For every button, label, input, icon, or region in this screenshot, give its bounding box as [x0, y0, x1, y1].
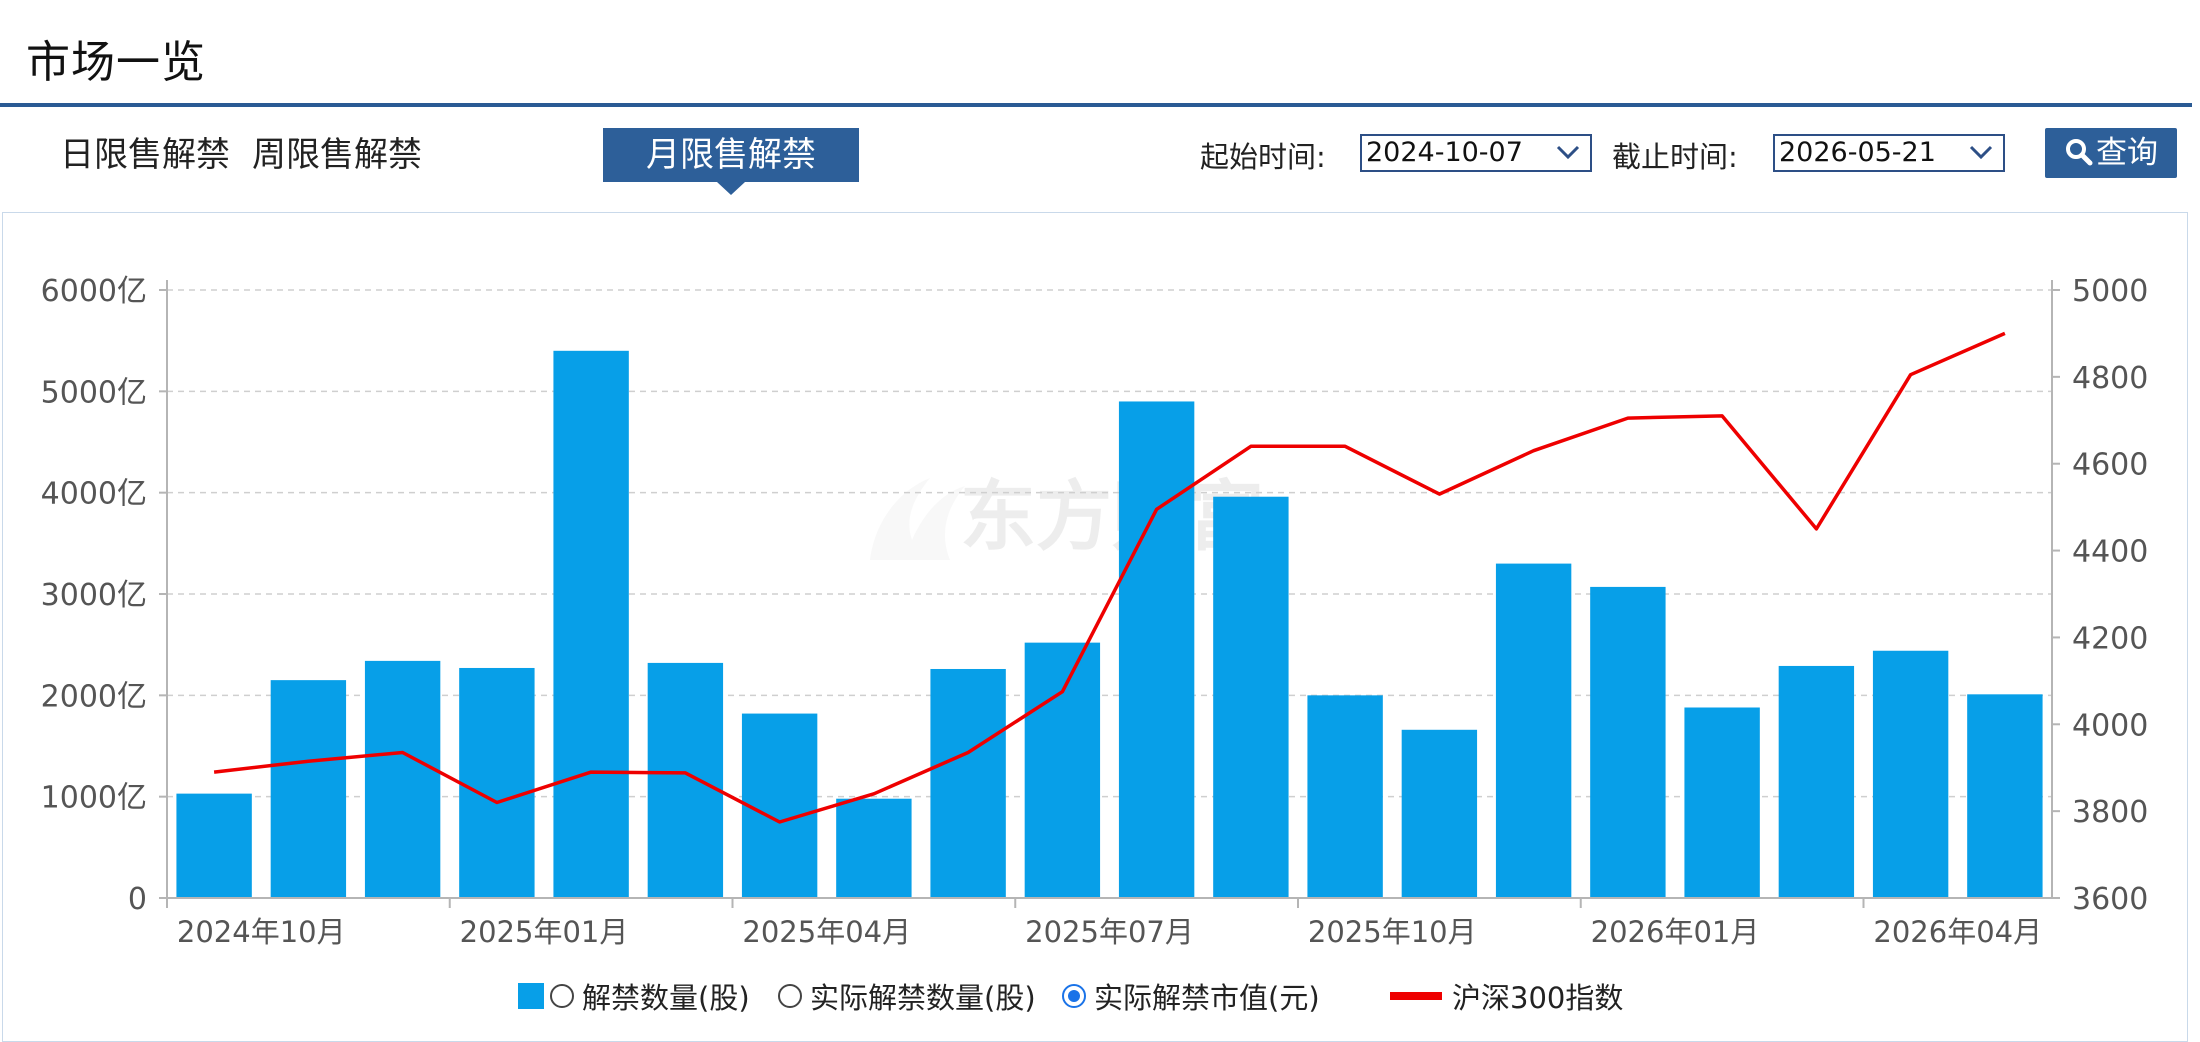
search-icon [2066, 139, 2093, 166]
x-tick-label: 2025年04月 [742, 915, 911, 949]
start-date-value: 2024-10-07 [1366, 137, 1523, 168]
right-tick-label: 4200 [2072, 621, 2148, 656]
bar[interactable] [1872, 650, 1949, 898]
start-date-select[interactable]: 2024-10-07 [1360, 134, 1592, 172]
active-tab-caret-icon [717, 182, 745, 195]
axes: 0 1000亿 2000亿 3000亿 4000亿 5000亿 6000亿 3600 3800 4… [41, 274, 2149, 949]
legend-bar-swatch [518, 983, 544, 1009]
chart-legend: 解禁数量(股) 实际解禁数量(股) 实际解禁市值(元) 沪深300指数 [0, 975, 2200, 1015]
bar[interactable] [1118, 401, 1195, 898]
watermark: 东方财富 [870, 472, 1264, 561]
chevron-down-icon [1556, 145, 1580, 160]
left-tick-label: 1000亿 [41, 781, 147, 816]
radio-actual-unlock-value[interactable] [1062, 984, 1086, 1008]
line-series [213, 331, 2006, 824]
bar[interactable] [1684, 707, 1760, 898]
tab-weekly-label: 周限售解禁 [252, 135, 422, 175]
bar[interactable] [1213, 496, 1289, 898]
legend-line-label: 沪深300指数 [1452, 981, 1624, 1015]
radio-unlock-shares[interactable] [550, 984, 574, 1008]
left-tick-label: 0 [128, 882, 147, 917]
chevron-down-icon [1969, 145, 1993, 160]
x-tick-label: 2026年04月 [1873, 915, 2042, 949]
right-tick-label: 4000 [2072, 708, 2148, 743]
bar[interactable] [459, 667, 535, 898]
right-tick-label: 4800 [2072, 361, 2148, 396]
left-tick-label: 6000亿 [41, 274, 147, 309]
tab-daily[interactable]: 日限售解禁 [60, 128, 230, 182]
end-date-value: 2026-05-21 [1779, 137, 1936, 168]
tab-monthly-label: 月限售解禁 [646, 135, 816, 175]
bar[interactable] [930, 668, 1006, 898]
index-line [213, 331, 2006, 824]
bar-series [176, 350, 2043, 898]
legend-option-3: 实际解禁市值(元) [1062, 975, 1320, 1017]
end-date-select[interactable]: 2026-05-21 [1773, 134, 2005, 172]
bar[interactable] [647, 662, 724, 898]
title-divider [0, 103, 2192, 107]
right-tick-label: 5000 [2072, 274, 2148, 309]
right-tick-label: 3600 [2072, 882, 2148, 917]
legend-bar-series: 解禁数量(股) [518, 975, 750, 1017]
end-date-label: 截止时间: [1612, 140, 1738, 174]
watermark-logo-icon [870, 478, 965, 560]
bar[interactable] [176, 793, 252, 898]
legend-option-2: 实际解禁数量(股) [778, 975, 1036, 1017]
start-date-label: 起始时间: [1200, 140, 1326, 174]
bar[interactable] [553, 350, 629, 898]
bar[interactable] [1495, 563, 1572, 898]
x-tick-label: 2025年01月 [460, 915, 629, 949]
right-tick-label: 4600 [2072, 448, 2148, 483]
bar[interactable] [1590, 586, 1666, 898]
legend-line-series: 沪深300指数 [1390, 975, 1623, 1017]
tab-weekly[interactable]: 周限售解禁 [252, 128, 422, 182]
legend-option-2-label: 实际解禁数量(股) [810, 981, 1036, 1015]
bar[interactable] [1967, 694, 2043, 898]
bar[interactable] [1401, 729, 1478, 898]
right-tick-label: 3800 [2072, 795, 2148, 830]
radio-actual-unlock-shares[interactable] [778, 984, 802, 1008]
legend-option-1-label: 解禁数量(股) [582, 981, 750, 1015]
bar[interactable] [1778, 665, 1855, 898]
bar[interactable] [364, 660, 441, 898]
tab-monthly[interactable]: 月限售解禁 [603, 128, 859, 182]
legend-line-swatch [1390, 992, 1442, 1000]
x-tick-label: 2026年01月 [1591, 915, 1760, 949]
query-button-label: 查询 [2096, 135, 2158, 171]
tab-daily-label: 日限售解禁 [60, 135, 230, 175]
bar[interactable] [741, 713, 818, 898]
left-tick-label: 4000亿 [41, 477, 147, 512]
bar[interactable] [1307, 695, 1383, 898]
left-tick-label: 2000亿 [41, 679, 147, 714]
x-tick-label: 2025年10月 [1308, 915, 1477, 949]
query-button[interactable]: 查询 [2045, 128, 2177, 178]
page-title: 市场一览 [26, 37, 206, 88]
bar[interactable] [270, 680, 347, 898]
bar[interactable] [1024, 642, 1101, 898]
right-tick-label: 4400 [2072, 535, 2148, 570]
x-tick-label: 2025年07月 [1025, 915, 1194, 949]
left-tick-label: 5000亿 [41, 375, 147, 410]
left-tick-label: 3000亿 [41, 578, 147, 613]
x-tick-label: 2024年10月 [177, 915, 346, 949]
legend-option-3-label: 实际解禁市值(元) [1094, 981, 1320, 1015]
bar[interactable] [836, 798, 912, 898]
